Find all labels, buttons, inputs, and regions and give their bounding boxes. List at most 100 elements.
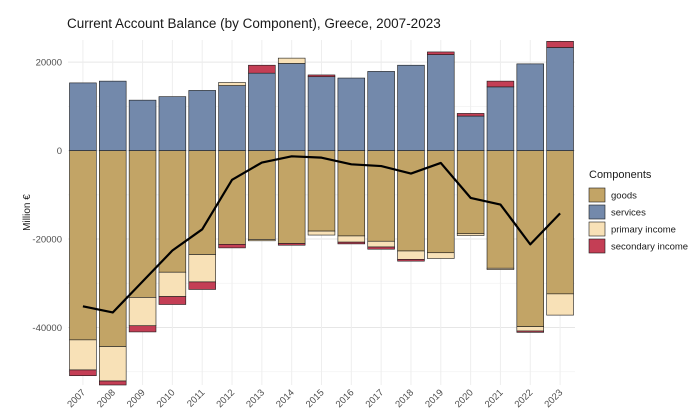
x-tick-label: 2013 [244, 387, 267, 410]
legend-key-goods [588, 187, 606, 203]
bar-primary-income-2017 [367, 240, 395, 248]
bar-services-2019 [427, 54, 455, 151]
bar-services-2018 [397, 64, 425, 151]
bar-services-2007 [69, 82, 97, 151]
legend-title: Components [589, 169, 652, 181]
bar-goods-2007 [69, 150, 97, 341]
bar-primary-income-2016 [337, 235, 366, 243]
bar-primary-income-2013 [248, 239, 276, 242]
bar-services-2010 [158, 96, 187, 151]
bar-services-2011 [188, 90, 216, 151]
bar-goods-2010 [158, 150, 187, 273]
bar-secondary-income-2021 [486, 80, 515, 88]
bar-secondary-income-2007 [69, 369, 97, 377]
bar-primary-income-2012 [218, 82, 246, 86]
x-tick-label: 2010 [155, 387, 178, 410]
bar-primary-income-2020 [456, 233, 485, 236]
bar-secondary-income-2009 [128, 325, 157, 333]
bar-secondary-income-2011 [188, 281, 216, 290]
bar-services-2014 [277, 63, 306, 151]
legend-key-services [588, 204, 606, 220]
bar-primary-income-2010 [158, 271, 187, 297]
bar-primary-income-2011 [188, 254, 216, 283]
bar-secondary-income-2008 [99, 380, 127, 386]
bar-secondary-income-2022 [516, 330, 544, 333]
bar-goods-2017 [367, 150, 395, 242]
bar-goods-2018 [397, 150, 425, 252]
bar-primary-income-2023 [546, 293, 574, 316]
bar-services-2017 [367, 71, 395, 151]
bar-services-2016 [337, 77, 366, 151]
bar-secondary-income-2019 [427, 51, 455, 55]
y-tick-label: -40000 [32, 323, 62, 334]
x-tick-label: 2014 [274, 387, 297, 410]
bar-secondary-income-2017 [367, 246, 395, 250]
x-tick-label: 2019 [423, 387, 446, 410]
bar-goods-2021 [486, 150, 515, 269]
bar-goods-2012 [218, 150, 246, 245]
x-tick-label: 2018 [393, 387, 416, 410]
bar-goods-2022 [516, 150, 544, 327]
bar-primary-income-2015 [307, 230, 336, 236]
bar-services-2009 [128, 99, 157, 151]
x-tick-label: 2009 [125, 387, 148, 410]
bar-secondary-income-2014 [277, 243, 306, 246]
chart-title: Current Account Balance (by Component), … [67, 16, 441, 31]
x-tick-label: 2015 [304, 387, 327, 410]
bar-primary-income-2021 [486, 267, 515, 270]
balance-line [82, 155, 561, 314]
x-tick-label: 2017 [364, 387, 387, 410]
x-tick-label: 2020 [453, 387, 476, 410]
bar-services-2008 [99, 80, 127, 151]
bar-goods-2013 [248, 150, 276, 240]
bar-primary-income-2009 [128, 297, 157, 327]
bar-goods-2014 [277, 150, 306, 244]
bar-secondary-income-2020 [456, 113, 485, 117]
legend-label-secondary-income: secondary income [611, 242, 688, 253]
x-tick-label: 2012 [214, 387, 237, 410]
bar-secondary-income-2016 [337, 241, 366, 245]
y-tick-label: 0 [57, 146, 62, 157]
legend-key-primary-income [588, 221, 606, 237]
bar-secondary-income-2023 [546, 41, 574, 48]
x-tick-label: 2008 [95, 387, 118, 410]
x-tick-label: 2022 [513, 387, 536, 410]
legend-label-primary-income: primary income [611, 225, 676, 236]
legend: Components goods services primary income sec… [588, 169, 688, 254]
bar-services-2013 [248, 72, 276, 151]
bar-goods-2020 [456, 150, 485, 235]
bar-goods-2011 [188, 150, 216, 255]
legend-key-secondary-income [588, 238, 606, 254]
x-tick-label: 2007 [65, 387, 88, 410]
bar-secondary-income-2015 [307, 74, 336, 78]
bar-goods-2015 [307, 150, 336, 232]
bar-services-2015 [307, 76, 336, 151]
y-tick-label: -20000 [32, 235, 62, 246]
bar-services-2022 [516, 63, 544, 151]
bar-services-2021 [486, 86, 515, 151]
bar-secondary-income-2018 [397, 259, 425, 262]
legend-label-services: services [611, 208, 646, 219]
bar-primary-income-2007 [69, 339, 97, 371]
bar-services-2020 [456, 115, 485, 151]
bar-primary-income-2022 [516, 326, 544, 332]
bar-goods-2009 [128, 150, 157, 298]
balance-line-layer [82, 155, 561, 314]
bar-primary-income-2019 [427, 252, 455, 259]
bar-secondary-income-2013 [248, 64, 276, 74]
bar-services-2012 [218, 85, 246, 151]
x-tick-label: 2021 [483, 387, 506, 410]
bar-secondary-income-2012 [218, 244, 246, 249]
x-tick-label: 2016 [334, 387, 357, 410]
x-tick-label: 2023 [542, 387, 565, 410]
bar-primary-income-2018 [397, 250, 425, 260]
y-axis-label: Million € [22, 194, 33, 231]
bar-primary-income-2014 [277, 57, 306, 64]
bar-services-2023 [546, 47, 574, 151]
x-tick-label: 2011 [185, 387, 207, 409]
bar-goods-2008 [99, 150, 127, 347]
bar-goods-2019 [427, 150, 455, 254]
y-tick-label: 20000 [36, 58, 62, 69]
bar-primary-income-2008 [99, 346, 127, 382]
